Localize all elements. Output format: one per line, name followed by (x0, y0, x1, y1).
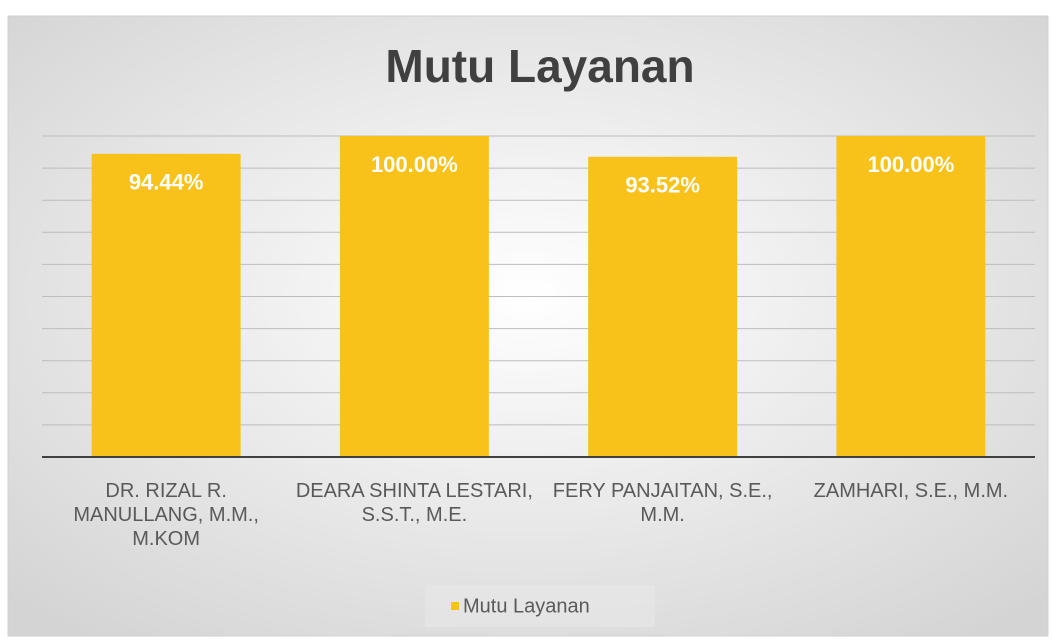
data-label: 100.00% (371, 152, 458, 177)
data-label: 93.52% (625, 173, 700, 198)
data-label: 94.44% (129, 170, 204, 195)
bar (588, 156, 738, 458)
bar (339, 136, 489, 457)
bar (91, 153, 241, 457)
data-label: 100.00% (867, 152, 954, 177)
x-tick-label: ZAMHARI, S.E., M.M. (813, 480, 1009, 502)
chart-title: Mutu Layanan (385, 40, 694, 92)
legend-box (425, 585, 655, 627)
legend-marker (451, 602, 459, 610)
bar (836, 136, 986, 457)
x-tick-label: DEARA SHINTA LESTARI, S.S.T., M.E. (295, 480, 533, 526)
legend-label: Mutu Layanan (463, 595, 590, 617)
x-tick-label: DR. RIZAL R. MANULLANG, M.M., M.KOM (73, 480, 259, 550)
x-tick-label: FERY PANJAITAN, S.E., M.M. (552, 480, 773, 526)
